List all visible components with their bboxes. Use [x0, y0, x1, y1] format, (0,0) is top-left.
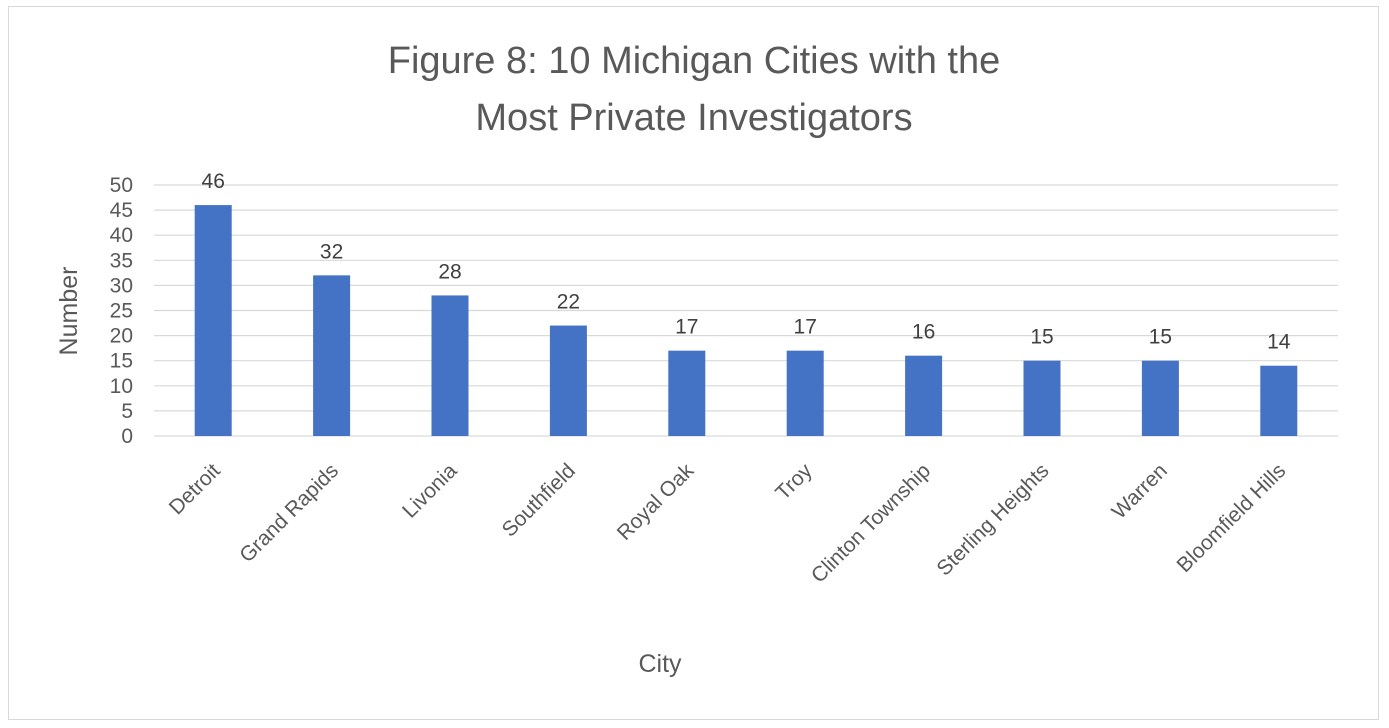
x-category-label: Livonia: [398, 459, 462, 523]
y-tick-label: 15: [110, 350, 133, 373]
data-label: 32: [320, 240, 343, 263]
y-tick-label: 5: [121, 400, 133, 423]
data-label: 15: [1149, 326, 1172, 349]
bar: [905, 355, 943, 436]
chart-title-line-2: Most Private Investigators: [475, 97, 912, 139]
data-labels: 46 32 28 22 17 17 16 15 15 14: [202, 170, 1291, 354]
y-tick-label: 0: [121, 425, 133, 448]
data-label: 22: [557, 291, 580, 314]
x-axis-title: City: [638, 650, 682, 678]
data-label: 46: [202, 170, 225, 193]
x-category-label: Clinton Township: [807, 459, 935, 587]
x-category-label: Sterling Heights: [932, 459, 1053, 580]
y-tick-label: 50: [110, 174, 133, 197]
bar: [431, 295, 469, 436]
y-tick-label: 45: [110, 199, 133, 222]
y-tick-label: 30: [110, 274, 133, 297]
y-tick-label: 10: [110, 375, 133, 398]
bars: [194, 205, 1298, 436]
y-tick-label: 20: [110, 325, 133, 348]
y-tick-label: 40: [110, 224, 133, 247]
data-label: 14: [1267, 331, 1291, 354]
bar: [1023, 360, 1061, 436]
bar: [786, 350, 824, 436]
data-label: 28: [438, 260, 461, 283]
x-category-label: Bloomfield Hills: [1173, 459, 1291, 577]
data-label: 16: [912, 321, 935, 344]
bar: [1141, 360, 1179, 436]
bar: [1260, 365, 1298, 436]
x-axis-categories: Detroit Grand Rapids Livonia Southfield Roya…: [165, 459, 1291, 588]
x-category-label: Warren: [1108, 459, 1172, 523]
bar: [549, 325, 587, 436]
data-label: 17: [675, 316, 698, 339]
y-tick-label: 25: [110, 300, 133, 323]
gridlines: [154, 184, 1338, 437]
chart-title-line-1: Figure 8: 10 Michigan Cities with the: [388, 40, 1001, 82]
y-tick-label: 35: [110, 249, 133, 272]
bar: [668, 350, 706, 436]
data-label: 15: [1030, 326, 1053, 349]
bar: [313, 275, 351, 436]
x-category-label: Detroit: [165, 459, 225, 519]
x-category-label: Troy: [771, 459, 817, 505]
data-label: 17: [794, 316, 817, 339]
x-category-label: Grand Rapids: [235, 459, 343, 567]
x-category-label: Royal Oak: [613, 459, 699, 545]
y-axis-title: Number: [55, 267, 83, 356]
x-category-label: Southfield: [498, 459, 580, 541]
bar: [194, 205, 232, 436]
